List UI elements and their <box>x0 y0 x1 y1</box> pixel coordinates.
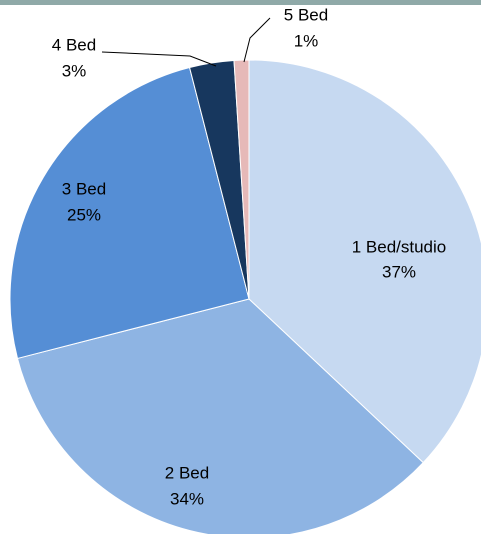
pie-slice <box>233 59 250 300</box>
top-bar <box>0 0 481 5</box>
pie-slice <box>9 66 250 360</box>
slice-value: 1% <box>294 31 319 50</box>
pie-slice <box>16 298 424 534</box>
pie-slice <box>248 59 481 464</box>
slice-value: 25% <box>67 205 101 224</box>
slice-label: 2 Bed <box>165 463 209 482</box>
slice-label: 3 Bed <box>62 179 106 198</box>
slice-value: 3% <box>62 61 87 80</box>
slice-label: 1 Bed/studio <box>352 237 447 256</box>
leader-line <box>243 17 271 63</box>
slice-value: 34% <box>170 489 204 508</box>
leader-line <box>101 51 217 67</box>
slice-value: 37% <box>382 262 416 281</box>
slice-label: 5 Bed <box>284 5 328 24</box>
slice-label: 4 Bed <box>52 35 96 54</box>
